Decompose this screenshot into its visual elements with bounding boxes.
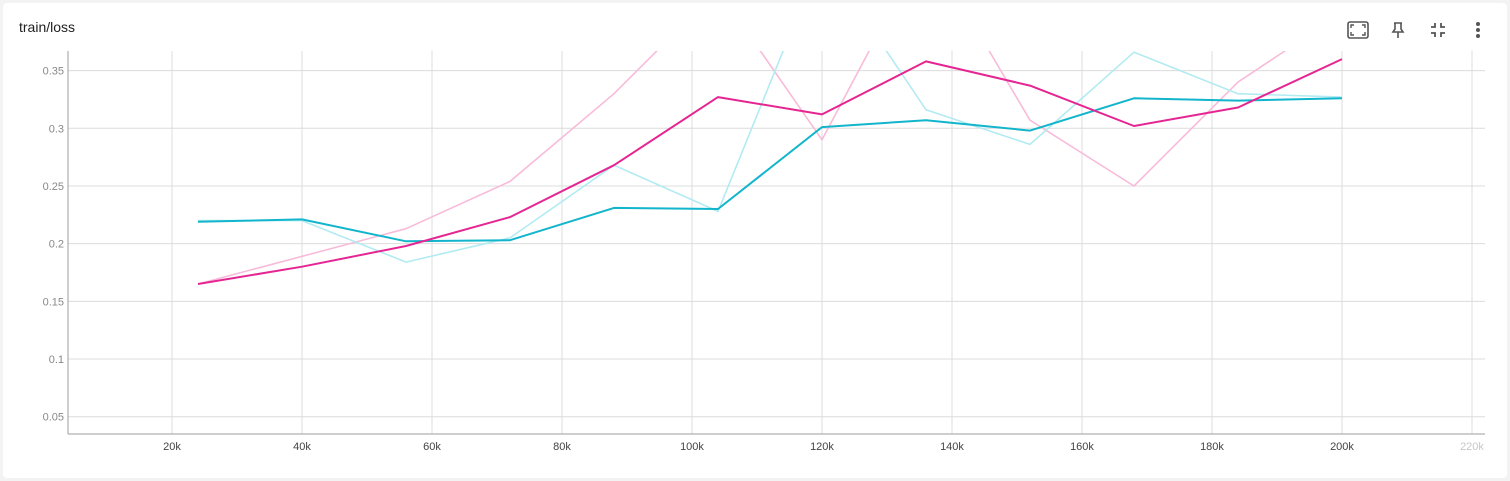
x-tick-label: 120k	[810, 441, 834, 453]
x-tick-label: 60k	[423, 441, 441, 453]
fullscreen-button[interactable]	[1343, 15, 1373, 45]
series-line-0-raw	[197, 51, 1287, 285]
x-tick-label: 160k	[1070, 441, 1094, 453]
card-toolbar	[1343, 15, 1493, 45]
x-tick-label: 40k	[293, 441, 311, 453]
axes	[67, 51, 1485, 435]
x-tick-label: 80k	[553, 441, 571, 453]
x-tick-label: 200k	[1330, 441, 1354, 453]
more-options-button[interactable]	[1463, 15, 1493, 45]
y-tick-label: 0.25	[43, 181, 64, 193]
pin-button[interactable]	[1383, 15, 1413, 45]
fullscreen-icon	[1347, 21, 1369, 39]
chart-card: train/loss	[3, 3, 1507, 478]
collapse-icon	[1431, 23, 1445, 37]
x-tick-label: 20k	[163, 441, 181, 453]
grid	[68, 51, 1485, 434]
y-tick-labels: 0.05 0.1 0.15 0.2 0.25 0.3 0.35	[43, 66, 64, 424]
series-line-1-raw	[198, 51, 1343, 263]
series-lines	[197, 51, 1343, 285]
y-tick-label: 0.2	[49, 239, 64, 251]
card-title: train/loss	[19, 19, 76, 35]
x-tick-label: 220k	[1460, 441, 1484, 453]
x-tick-labels: 20k 40k 60k 80k 100k 120k 140k 160k 180k 200k 220k	[163, 441, 1484, 453]
series-line-2-smoothed	[197, 97, 1343, 243]
x-tick-label: 140k	[940, 441, 964, 453]
y-tick-label: 0.3	[49, 123, 64, 135]
x-tick-label: 180k	[1200, 441, 1224, 453]
y-tick-label: 0.35	[43, 66, 64, 78]
pin-icon	[1391, 22, 1405, 38]
y-tick-label: 0.15	[43, 296, 64, 308]
x-tick-label: 100k	[680, 441, 704, 453]
y-tick-label: 0.1	[49, 354, 64, 366]
series-line-3-smoothed	[197, 58, 1343, 285]
y-tick-label: 0.05	[43, 412, 64, 424]
collapse-button[interactable]	[1423, 15, 1453, 45]
more-vert-icon	[1476, 22, 1480, 38]
